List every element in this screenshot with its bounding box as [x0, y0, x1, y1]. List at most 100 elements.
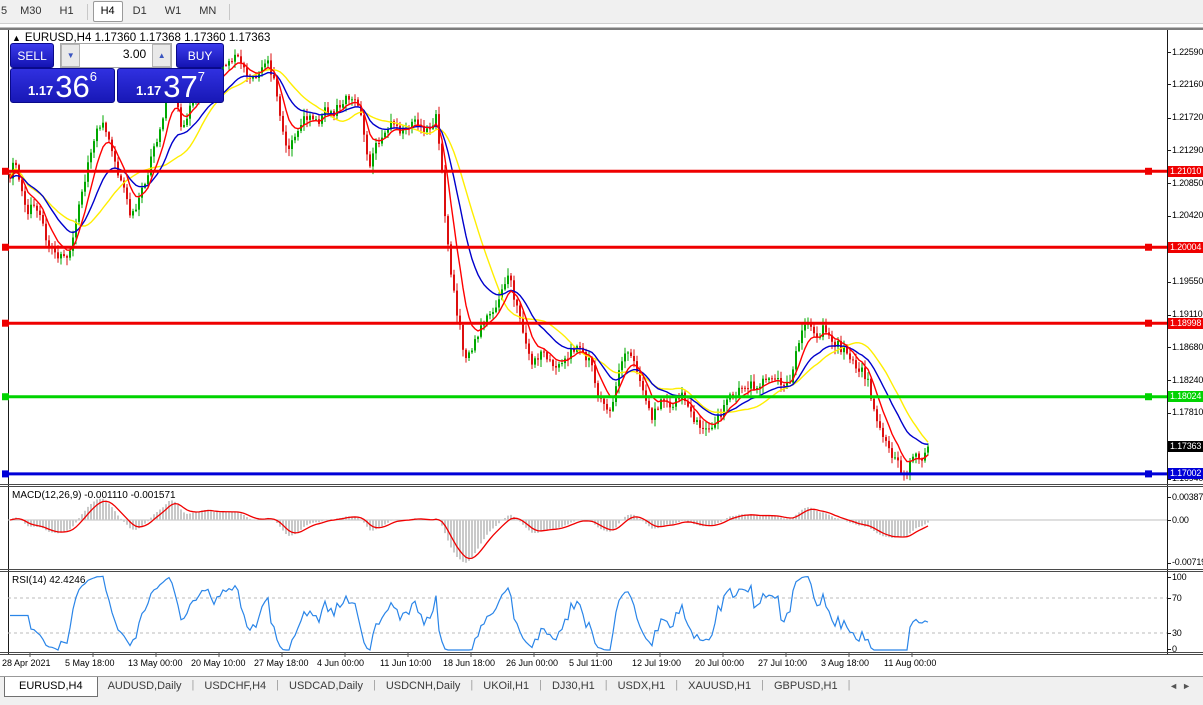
tab-scroll-right-icon[interactable]: ►	[1182, 681, 1195, 691]
sell-price-prefix: 1.17	[27, 83, 54, 98]
hline-anchor[interactable]	[1145, 393, 1152, 401]
price-axis-tick	[1167, 150, 1171, 152]
price-axis-label: 1.17810	[1172, 407, 1203, 418]
chart-tab-gbpusd-h1[interactable]: GBPUSD,H1	[773, 680, 838, 692]
price-axis-label: 1.18680	[1172, 341, 1203, 352]
macd-axis-tick	[1167, 497, 1171, 498]
chart-left-border	[8, 30, 9, 655]
main-macd-separator[interactable]	[0, 484, 1203, 485]
price-axis-tick	[1167, 52, 1171, 53]
buy-quote-box[interactable]: 1.17 37 7	[117, 68, 224, 103]
volume-spinner: ▼ 3.00 ▲	[60, 43, 173, 68]
hline-anchor[interactable]	[1145, 319, 1152, 327]
tab-separator: |	[372, 679, 376, 691]
price-axis-tick	[1167, 281, 1171, 283]
candlesticks-up	[12, 49, 929, 481]
rsi-timeaxis-separator	[0, 652, 1203, 653]
macd-label: MACD(12,26,9) -0.001110 -0.001571	[12, 490, 176, 501]
chart-tab-usdx-h1[interactable]: USDX,H1	[617, 680, 666, 692]
chart-tab-usdchf-h4[interactable]: USDCHF,H4	[204, 680, 267, 692]
price-axis-tick	[1167, 347, 1171, 349]
sell-price-big: 36	[55, 69, 90, 104]
price-axis-label: 1.22590	[1172, 46, 1203, 57]
chart-title-text: EURUSD,H4 1.17360 1.17368 1.17360 1.1736…	[24, 32, 271, 44]
price-axis-tick	[1167, 183, 1171, 185]
current-price-badge: 1.17363	[1168, 441, 1203, 453]
tab-separator: |	[539, 679, 542, 691]
rsi-axis-label: 30	[1172, 627, 1182, 638]
timeframe-button-m30[interactable]: M30	[20, 5, 42, 17]
time-axis-label: 26 Jun 00:00	[506, 658, 559, 668]
one-click-collapse-icon[interactable]: ▲	[12, 33, 21, 43]
tab-separator: |	[847, 679, 851, 691]
chart-tab-ukoil-h1[interactable]: UKOil,H1	[483, 680, 530, 692]
hline-price-badge: 1.18998	[1168, 317, 1203, 329]
main-macd-separator-line2	[0, 486, 1203, 487]
buy-button[interactable]: BUY	[176, 43, 224, 68]
hline-anchor[interactable]	[2, 167, 9, 175]
timeframe-button-h1[interactable]: H1	[59, 5, 74, 17]
rsi-timeaxis-separator-line2	[0, 654, 1203, 655]
buy-price-sup: 7	[197, 69, 206, 84]
tab-scroll-arrows: ◄►	[1169, 681, 1195, 691]
volume-increase-button[interactable]: ▲	[152, 44, 172, 67]
price-axis-tick	[1167, 412, 1171, 414]
hline-anchor[interactable]	[2, 393, 9, 401]
toolbar-separator	[86, 3, 88, 20]
chart-tab-xauusd-h1[interactable]: XAUUSD,H1	[688, 680, 752, 692]
timeframe-button-w1[interactable]: W1	[164, 5, 182, 17]
hline-anchor[interactable]	[1145, 243, 1152, 251]
price-axis-label: 1.20420	[1172, 210, 1203, 221]
timeframe-button-d1[interactable]: D1	[132, 5, 147, 17]
window-edge-shadow	[0, 28, 1203, 30]
timeframe-button-h4[interactable]: H4	[92, 1, 123, 22]
tab-separator: |	[470, 679, 474, 691]
hline-anchor[interactable]	[2, 319, 9, 327]
time-axis-label: 11 Jun 10:00	[380, 658, 432, 668]
tab-scroll-left-icon[interactable]: ◄	[1169, 681, 1183, 691]
sell-quote-box[interactable]: 1.17 36 6	[10, 68, 115, 103]
hline-anchor[interactable]	[2, 243, 9, 251]
hline-anchor[interactable]	[1145, 167, 1152, 175]
price-axis-label: 1.19110	[1172, 309, 1203, 320]
price-axis-border	[1167, 30, 1168, 655]
rsi-axis-tick	[1167, 577, 1171, 578]
price-axis-tick	[1167, 215, 1171, 217]
price-axis-label: 1.22160	[1172, 78, 1203, 89]
chart-tab-audusd-daily[interactable]: AUDUSD,Daily	[107, 680, 182, 692]
hline-anchor[interactable]	[1145, 470, 1152, 478]
time-axis-label: 13 May 00:00	[128, 658, 183, 668]
volume-decrease-button[interactable]: ▼	[61, 44, 81, 67]
price-axis-label: 1.19550	[1172, 276, 1203, 287]
chart-tab-eurusd-h4[interactable]: EURUSD,H4	[4, 677, 98, 697]
time-axis-label: 5 May 18:00	[65, 658, 115, 668]
hline-anchor[interactable]	[2, 470, 9, 478]
sell-price-sup: 6	[89, 69, 98, 84]
time-axis-label: 12 Jul 19:00	[632, 658, 682, 668]
timeframe-button-mn[interactable]: MN	[199, 5, 217, 17]
hline-price-badge: 1.20004	[1168, 241, 1203, 253]
time-axis-label: 20 Jul 00:00	[695, 658, 745, 668]
price-axis-tick	[1167, 314, 1171, 316]
macd-axis-tick	[1167, 520, 1171, 521]
rsi-label: RSI(14) 42.4246	[12, 575, 86, 586]
ma-fast-red	[9, 62, 929, 463]
hline-price-badge: 1.21010	[1168, 165, 1203, 177]
candlesticks-down	[9, 49, 923, 481]
chart-tab-usdcnh-daily[interactable]: USDCNH,Daily	[385, 680, 461, 692]
rsi-axis-tick	[1167, 633, 1171, 634]
macd-histogram	[12, 498, 929, 563]
hline-price-badge: 1.17002	[1168, 468, 1203, 480]
chart-tab-usdcad-daily[interactable]: USDCAD,Daily	[289, 680, 363, 692]
time-axis-label: 27 May 18:00	[254, 658, 309, 668]
macd-rsi-separator[interactable]	[0, 569, 1203, 570]
macd-axis-label: 0.00387	[1172, 491, 1203, 502]
volume-input[interactable]: 3.00	[80, 44, 153, 65]
timeframe-button-5[interactable]: 5	[1, 5, 8, 17]
chart-tab-dj30-h1[interactable]: DJ30,H1	[551, 680, 595, 692]
sell-button[interactable]: SELL	[10, 43, 55, 68]
tab-separator: |	[191, 679, 195, 691]
window-edge-highlight	[0, 27, 1203, 28]
